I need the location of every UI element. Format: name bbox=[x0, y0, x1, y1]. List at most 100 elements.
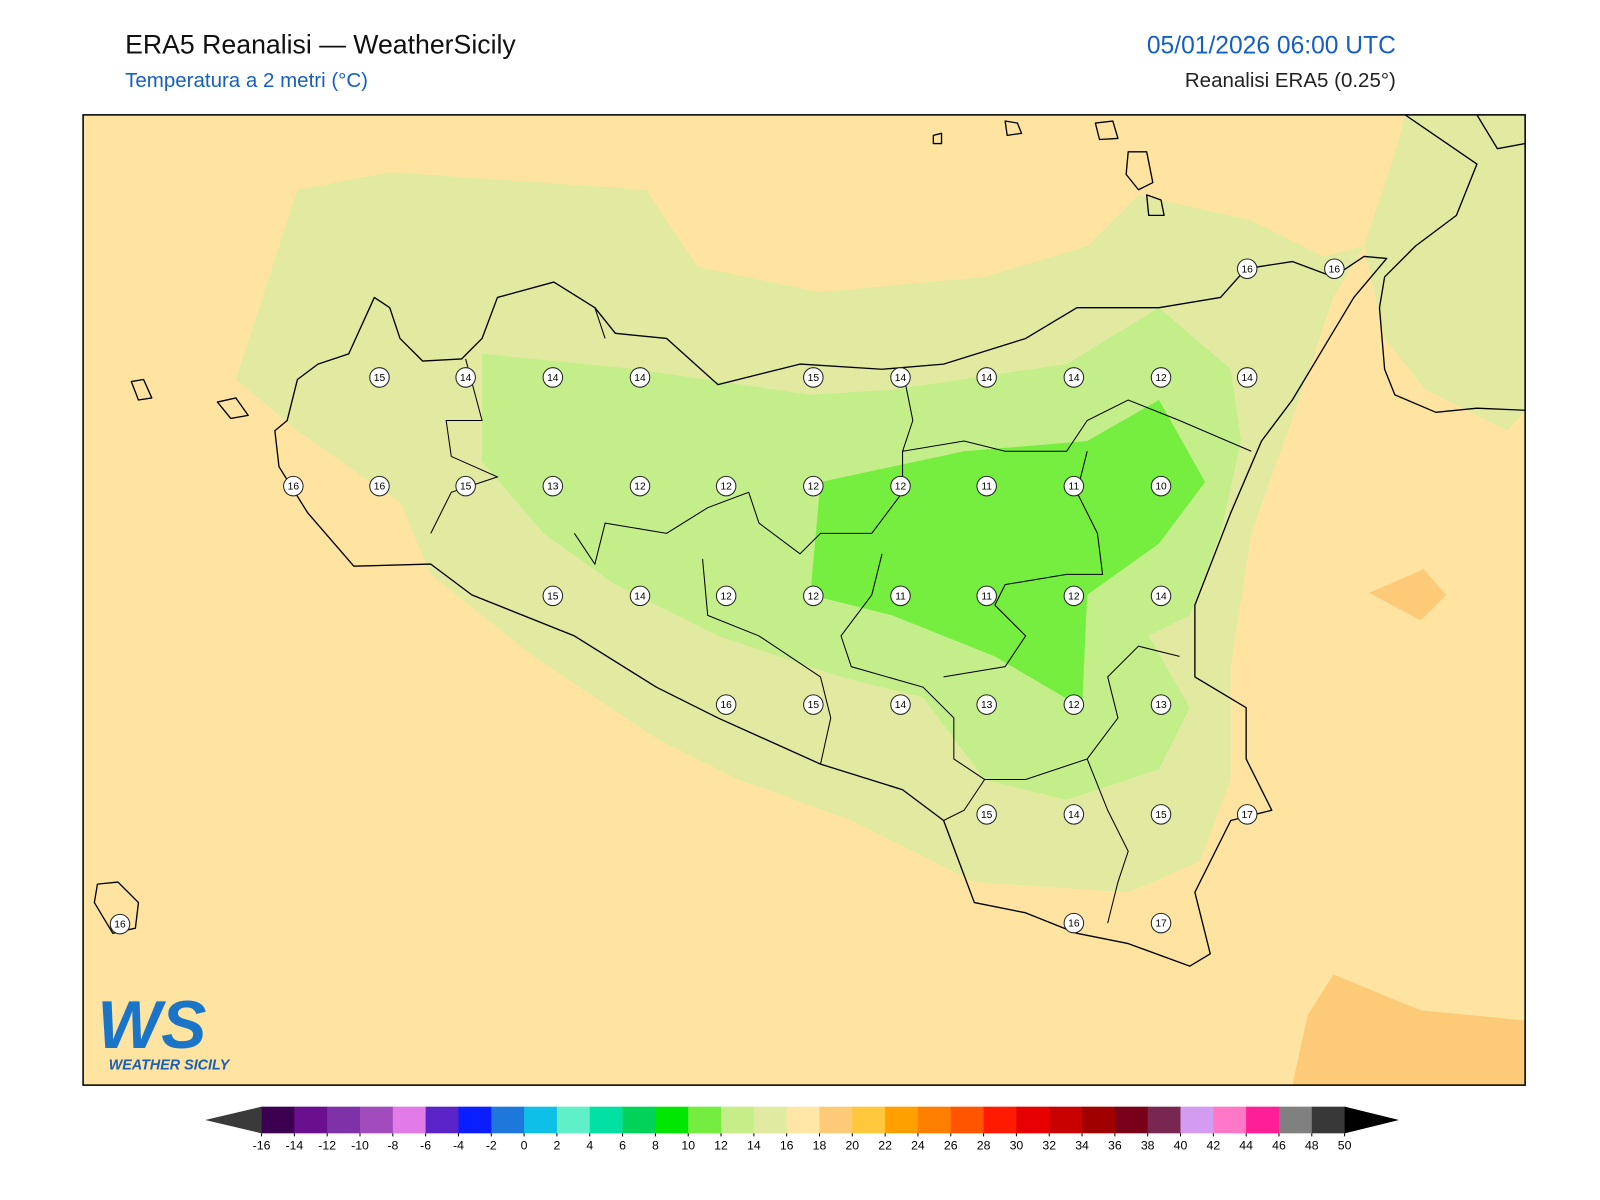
colorbar-tick-label: -6 bbox=[420, 1139, 431, 1153]
subtitle: Temperatura a 2 metri (°C) bbox=[125, 69, 368, 92]
station-value: 12 bbox=[1068, 700, 1080, 711]
colorbar-bin bbox=[261, 1106, 295, 1134]
colorbar-bin bbox=[1311, 1106, 1346, 1134]
station-value: 11 bbox=[981, 482, 992, 493]
colorbar-bin bbox=[885, 1106, 919, 1134]
station-marker bbox=[976, 585, 997, 607]
colorbar-bin bbox=[753, 1106, 788, 1134]
station-marker bbox=[803, 367, 824, 388]
province-border bbox=[430, 307, 1252, 924]
logo-mark: WS bbox=[97, 988, 206, 1063]
station-marker bbox=[715, 585, 737, 607]
station-marker bbox=[1063, 475, 1085, 497]
colorbar-tick-label: -12 bbox=[318, 1139, 336, 1153]
station-value: 10 bbox=[1155, 482, 1167, 493]
colorbar-bin bbox=[1016, 1106, 1050, 1134]
colorbar-tick-label: 6 bbox=[619, 1139, 626, 1153]
station-marker bbox=[890, 585, 911, 607]
colorbar-tick-label: 4 bbox=[586, 1139, 593, 1153]
station-marker bbox=[455, 475, 476, 497]
colorbar-bin bbox=[294, 1106, 328, 1134]
station-value: 15 bbox=[460, 482, 472, 493]
colorbar-over bbox=[1344, 1106, 1399, 1134]
colorbar-bin bbox=[392, 1106, 427, 1134]
station-marker bbox=[803, 694, 824, 715]
map: 16 16 15 14 14 14 15 14 14 14 12 14 16 16 15 13 12 12 12 12… bbox=[82, 114, 1526, 1086]
station-value: 13 bbox=[981, 700, 993, 711]
station-marker bbox=[1063, 585, 1085, 607]
station-value: 12 bbox=[1068, 591, 1080, 602]
colorbar-tick-label: 50 bbox=[1338, 1139, 1352, 1153]
colorbar-bin bbox=[1114, 1106, 1149, 1134]
colorbar-tick-label: -10 bbox=[351, 1139, 369, 1153]
datetime: 05/01/2026 06:00 UTC bbox=[1147, 32, 1396, 59]
station-marker bbox=[109, 913, 131, 935]
station-value: 15 bbox=[981, 810, 993, 821]
station-value: 15 bbox=[374, 373, 386, 384]
colorbar-tick-label: -14 bbox=[285, 1139, 303, 1153]
station-value: 16 bbox=[1329, 264, 1341, 275]
temp-zone-10-12 bbox=[810, 400, 1206, 708]
colorbar-bin bbox=[721, 1106, 755, 1134]
colorbar-tick-label: 38 bbox=[1141, 1139, 1155, 1153]
colorbar-bin bbox=[589, 1106, 624, 1134]
colorbar-bin bbox=[327, 1106, 361, 1134]
colorbar-tick-label: 8 bbox=[652, 1139, 659, 1153]
source: Reanalisi ERA5 (0.25°) bbox=[1185, 69, 1396, 92]
colorbar-tick-label: 28 bbox=[977, 1139, 991, 1153]
colorbar-tick-label: 46 bbox=[1272, 1139, 1286, 1153]
colorbar-bin bbox=[556, 1106, 591, 1134]
station-value: 12 bbox=[720, 591, 732, 602]
colorbar-tick-label: 22 bbox=[878, 1139, 892, 1153]
station-marker bbox=[1063, 694, 1085, 715]
station-value: 12 bbox=[634, 482, 646, 493]
station-value: 14 bbox=[1068, 810, 1080, 821]
station-value: 13 bbox=[547, 482, 559, 493]
station-value: 12 bbox=[720, 482, 732, 493]
station-value: 16 bbox=[114, 920, 126, 931]
colorbar-tick-label: 16 bbox=[780, 1139, 794, 1153]
station-value: 12 bbox=[895, 482, 907, 493]
colorbar-bin bbox=[360, 1106, 394, 1134]
station-marker bbox=[715, 694, 737, 715]
colorbar-tick-label: 18 bbox=[813, 1139, 827, 1153]
station-value: 14 bbox=[634, 591, 646, 602]
station-marker bbox=[455, 367, 476, 388]
station-marker bbox=[1150, 912, 1172, 934]
station-value: 17 bbox=[1155, 919, 1167, 930]
station-marker bbox=[1150, 367, 1172, 388]
station-value: 16 bbox=[374, 482, 386, 493]
station-value: 14 bbox=[895, 700, 907, 711]
station-marker bbox=[283, 475, 304, 497]
colorbar-tick-label: 0 bbox=[521, 1139, 528, 1153]
station-marker bbox=[629, 475, 651, 497]
colorbar-bin bbox=[1049, 1106, 1083, 1134]
colorbar-under bbox=[205, 1106, 262, 1134]
colorbar-tick-label: 48 bbox=[1305, 1139, 1319, 1153]
colorbar-bin bbox=[524, 1106, 558, 1134]
station-value: 14 bbox=[1155, 591, 1167, 602]
station-value: 16 bbox=[1068, 919, 1080, 930]
station-marker bbox=[803, 585, 824, 607]
station-marker bbox=[542, 367, 564, 388]
station-value: 15 bbox=[808, 700, 820, 711]
colorbar-bin bbox=[819, 1106, 853, 1134]
station-marker bbox=[1324, 258, 1345, 279]
temp-zone-14-16 bbox=[1364, 114, 1526, 431]
station-value: 16 bbox=[288, 482, 300, 493]
colorbar-bin bbox=[622, 1106, 656, 1134]
station-marker bbox=[976, 475, 997, 497]
temp-zone-18-20 bbox=[1292, 974, 1526, 1086]
station-marker bbox=[629, 367, 651, 388]
colorbar-bin bbox=[458, 1106, 492, 1134]
island bbox=[93, 120, 1165, 934]
station-value: 12 bbox=[808, 482, 820, 493]
colorbar-tick-label: 14 bbox=[747, 1139, 761, 1153]
station-value: 14 bbox=[1068, 373, 1080, 384]
colorbar-tick-label: 40 bbox=[1174, 1139, 1188, 1153]
station-marker bbox=[542, 585, 564, 607]
colorbar-tick-label: 20 bbox=[845, 1139, 859, 1153]
station-marker bbox=[542, 475, 564, 497]
station-marker bbox=[1150, 475, 1172, 497]
colorbar-tick-label: 34 bbox=[1075, 1139, 1089, 1153]
